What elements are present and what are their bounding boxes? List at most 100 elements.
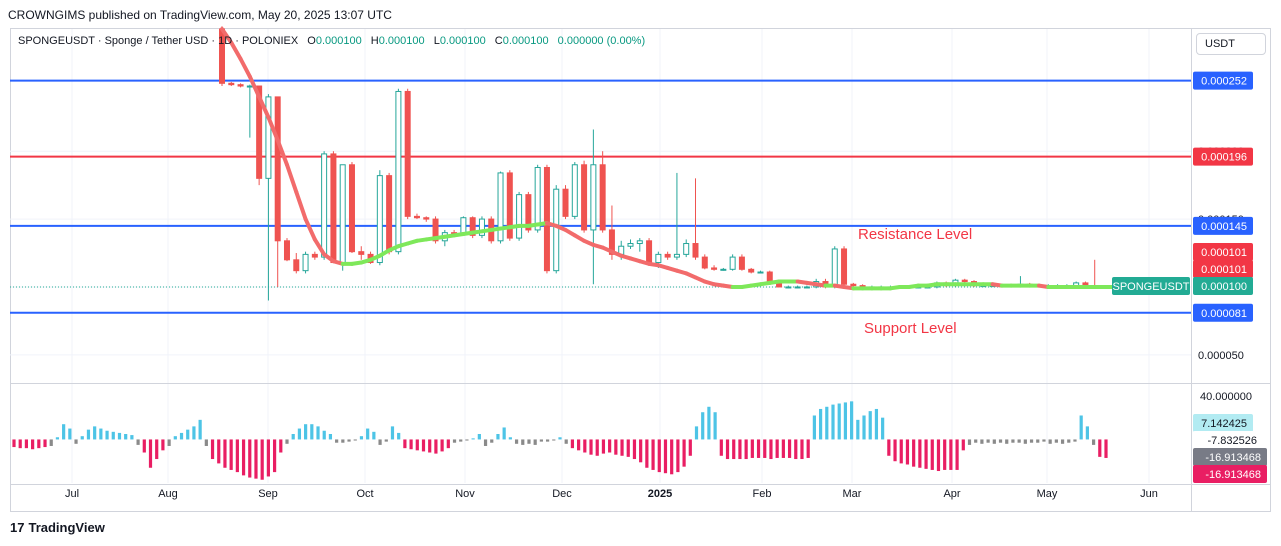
legend-high-label: H <box>370 35 379 47</box>
candle-body <box>729 256 736 270</box>
level-tag: 0.000196 <box>1201 152 1247 164</box>
histogram-bar <box>961 439 965 451</box>
candle-body <box>311 253 318 258</box>
histogram-bar <box>384 439 388 442</box>
histogram-bar <box>1054 439 1058 443</box>
x-tick-label: Oct <box>356 488 373 500</box>
histogram-bar <box>558 437 562 440</box>
level-tag: 0.000081 <box>1201 308 1247 320</box>
candle-body <box>534 166 541 231</box>
candle-body <box>348 164 355 253</box>
histogram-bar <box>31 439 35 450</box>
currency-selector[interactable]: USDT <box>1196 33 1266 55</box>
legend-high-value: 0.000100 <box>378 35 425 47</box>
candle-body <box>376 175 383 264</box>
candle-body <box>850 283 857 287</box>
histogram-bar <box>210 439 215 460</box>
candle-body <box>460 217 467 235</box>
histogram-bar <box>124 434 128 440</box>
histogram-bar <box>787 439 792 458</box>
price-tag-bg <box>1193 243 1253 261</box>
ma-segment <box>247 74 262 99</box>
candle-body <box>237 84 244 87</box>
histogram-bar <box>626 439 630 457</box>
histogram-bar <box>806 439 810 458</box>
legend-low-value: 0.000100 <box>439 35 486 47</box>
candle-body <box>701 256 708 269</box>
histogram-bar <box>639 439 643 463</box>
histogram-bar <box>496 434 500 440</box>
histogram-bar <box>279 439 283 453</box>
histogram-bar <box>936 439 941 472</box>
legend-symbol: SPONGEUSDT · Sponge / Tether USD · 1D · … <box>18 35 299 47</box>
price-tag: 0.000100 <box>1201 281 1247 293</box>
histogram-bar <box>266 439 270 477</box>
histogram-bar <box>508 437 512 440</box>
moving-average <box>220 27 1125 291</box>
candle-body <box>386 175 393 253</box>
histogram-bar <box>366 428 370 440</box>
histogram-bar <box>105 430 109 440</box>
osc-y-tick-label: 40.000000 <box>1200 391 1252 403</box>
candle-body <box>293 259 300 272</box>
histogram-bar <box>812 415 816 440</box>
brand-name: TradingView <box>28 520 105 535</box>
histogram-bar <box>409 439 413 450</box>
histogram-bar <box>552 439 556 441</box>
candle-body <box>246 85 253 88</box>
candle-body <box>803 286 810 289</box>
histogram-bar <box>353 439 357 441</box>
candle-body <box>283 240 290 261</box>
histogram-bar <box>701 412 705 440</box>
histogram-bar <box>241 439 246 476</box>
histogram-bar <box>986 439 990 443</box>
level-tag-bg <box>1193 303 1253 322</box>
ma-segment <box>312 237 327 257</box>
ma-segment <box>294 189 308 222</box>
histogram-bar <box>632 439 637 460</box>
legend-open-value: 0.000100 <box>315 35 362 47</box>
histogram-bar <box>794 439 798 460</box>
candle-body <box>608 229 615 255</box>
histogram-bar <box>930 439 934 470</box>
candle-body <box>738 256 745 270</box>
histogram-bar <box>254 439 258 479</box>
level-tag-bg <box>1193 147 1253 166</box>
histogram-bar <box>285 439 289 444</box>
histogram-bar <box>1048 439 1052 444</box>
histogram-bar <box>37 439 41 449</box>
candle-body <box>683 243 690 255</box>
histogram-bar <box>992 439 996 444</box>
histogram-bar <box>657 439 661 473</box>
histogram-bar <box>707 406 711 440</box>
candle-body <box>274 96 281 242</box>
histogram-bar <box>800 439 804 460</box>
candle-body <box>321 153 328 258</box>
histogram-bar <box>825 406 829 440</box>
histogram-bar <box>136 439 140 445</box>
histogram-bar <box>688 439 692 456</box>
histogram-bar <box>304 424 308 440</box>
histogram-bar <box>446 439 450 449</box>
tradingview-footer[interactable]: 17 TradingView <box>10 520 105 535</box>
histogram-bar <box>570 439 575 449</box>
histogram-bar <box>732 439 736 460</box>
histogram-bar <box>1067 439 1071 443</box>
histogram-bar <box>415 439 419 451</box>
histogram-bar <box>428 439 432 453</box>
histogram-bar <box>142 439 146 453</box>
histogram-bar <box>781 439 785 458</box>
histogram-bar <box>1017 439 1021 443</box>
x-tick-label: Apr <box>943 488 960 500</box>
histogram-bar <box>1036 439 1040 443</box>
histogram-bar <box>694 426 699 440</box>
histogram-bar <box>943 439 947 470</box>
histogram-bar <box>55 437 60 440</box>
histogram-bar <box>434 439 438 454</box>
histogram-bar <box>204 439 208 446</box>
histogram-bar <box>68 428 72 440</box>
ma-segment <box>303 217 317 242</box>
publisher-header: CROWNGIMS published on TradingView.com, … <box>8 8 392 22</box>
candle-body <box>831 248 838 288</box>
